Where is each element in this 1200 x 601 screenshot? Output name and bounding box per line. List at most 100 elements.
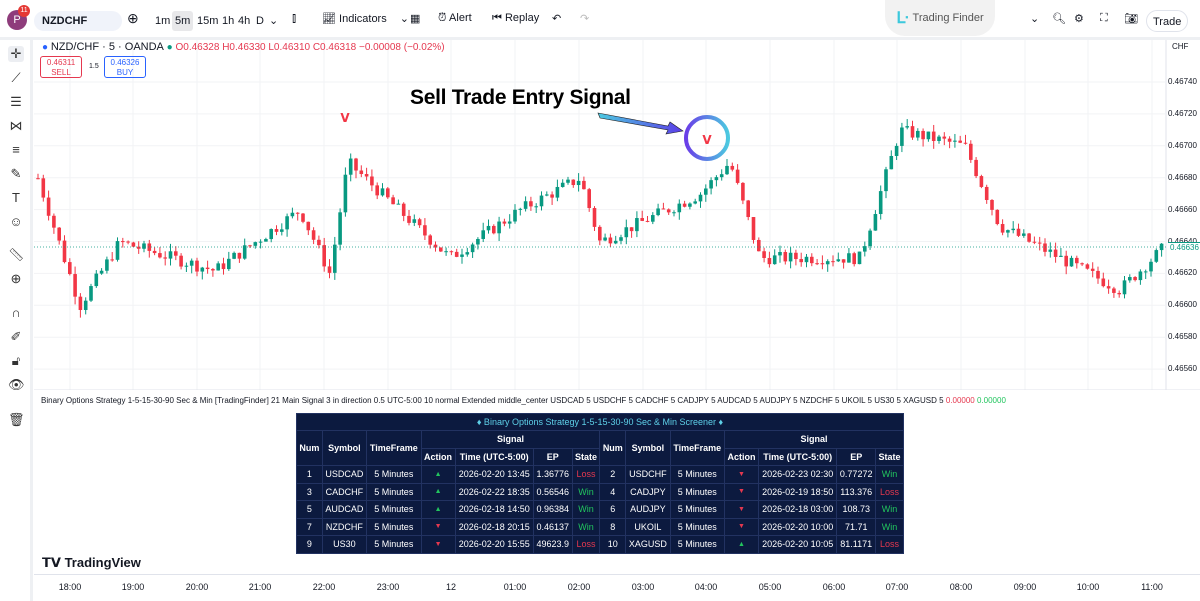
brush-icon[interactable]: ✎ [10, 166, 22, 181]
cell-time: 2026-02-19 18:50 [757, 482, 838, 501]
timeframe-4h[interactable]: 4h [238, 15, 251, 27]
add-symbol-icon[interactable]: ⊕ [127, 10, 139, 26]
candle-body [672, 212, 676, 214]
candle-body [831, 261, 835, 263]
candle-body [1080, 263, 1084, 265]
candle-body [131, 242, 136, 247]
emoji-icon[interactable]: ☺ [9, 214, 23, 229]
alert-button[interactable]: ⏰︎ Alert [438, 12, 472, 25]
candle-body [746, 200, 750, 218]
candle-body [454, 251, 459, 257]
cell-ep: 0.46137 [532, 517, 573, 536]
time-tick: 22:00 [312, 582, 336, 592]
fullscreen-icon[interactable]: ⛶ [1100, 12, 1108, 24]
candle-body [640, 218, 644, 221]
candle-body [942, 136, 947, 139]
forecast-icon[interactable]: ≡ [12, 142, 20, 157]
cell-action: ▲ [723, 535, 759, 554]
cell-ep: 49623.9 [532, 535, 573, 554]
candle-body [221, 263, 226, 270]
candle-body [205, 267, 210, 270]
price-chart[interactable]: VV [34, 40, 1200, 390]
fib-icon[interactable]: ☰ [10, 94, 22, 109]
time-tick: 02:00 [567, 582, 591, 592]
timeframe-5m[interactable]: 5m [172, 11, 194, 31]
zoom-in-icon[interactable]: ⊕ [10, 271, 22, 286]
cell-timeframe: 5 Minutes [669, 535, 725, 554]
text-icon[interactable]: T [12, 190, 20, 205]
candle-body [518, 208, 523, 210]
cell-time: 2026-02-18 14:50 [454, 500, 534, 519]
tradingview-watermark: 𝗧𝗩 TradingView [42, 555, 141, 571]
candle-body [89, 286, 93, 301]
camera-icon[interactable]: 📷︎ [1124, 13, 1138, 25]
candle-body [931, 131, 936, 141]
timeframe-D[interactable]: D [256, 15, 264, 27]
layout-icon[interactable]: ▦ [410, 13, 421, 25]
lock-drawing-icon[interactable]: ✐ [10, 329, 22, 344]
candle-body [1159, 243, 1164, 251]
replay-button[interactable]: ⏮︎ Replay [492, 12, 539, 25]
cell-num: 10 [599, 535, 627, 554]
candle-body [110, 259, 114, 261]
indicator-text: Binary Options Strategy 1-5-15-30-90 Sec… [41, 396, 944, 405]
cell-action: ▼ [420, 535, 456, 554]
magnet-icon[interactable]: ∩ [11, 305, 21, 320]
timeframe-1h[interactable]: 1h [222, 15, 235, 27]
candle-body [550, 194, 554, 198]
crosshair-icon[interactable]: ✛ [8, 46, 24, 62]
candle-body [1048, 249, 1053, 252]
undo-icon[interactable]: ↶ [552, 13, 562, 25]
top-toolbar: P 11 NZDCHF ⊕ 1m 5m 15m 1h 4h D ⌄ ⫾ 📈︎ Indicat… [0, 0, 1200, 40]
timeframe-15m[interactable]: 15m [197, 15, 219, 27]
candle-body [868, 230, 872, 247]
time-tick: 23:00 [376, 582, 400, 592]
buy-button[interactable]: 0.46326 BUY [104, 56, 146, 78]
candle-body [852, 253, 856, 265]
candle-body [476, 238, 480, 245]
unlock-icon[interactable]: 🔓︎ [11, 353, 21, 368]
time-tick: 04:00 [694, 582, 718, 592]
candle-body [73, 274, 77, 297]
time-tick: 03:00 [631, 582, 655, 592]
cell-state: Loss [875, 482, 904, 501]
indicators-button[interactable]: 📈︎ Indicators ⌄ [322, 12, 409, 25]
symbol-search[interactable]: NZDCHF [34, 11, 122, 31]
currency-selector[interactable]: CHF [1172, 42, 1189, 51]
candle-body [1075, 257, 1079, 264]
replay-icon: ⏮︎ [492, 12, 502, 24]
candles-icon[interactable]: ⫾ [292, 10, 297, 25]
candle-body [83, 300, 88, 311]
candle-body [958, 140, 962, 143]
cell-ep: 0.56546 [532, 482, 573, 501]
trendline-icon[interactable]: ⟋ [11, 70, 21, 85]
candle-body [136, 246, 141, 249]
candle-body [661, 208, 666, 210]
candle-body [41, 178, 46, 198]
time-axis[interactable]: 18:00 19:00 20:00 21:00 22:00 23:00 12 01:00 02:… [34, 574, 1200, 601]
quick-search-icon[interactable]: 🔍︎ [1052, 13, 1066, 25]
candle-body [184, 265, 189, 267]
candle-body [979, 176, 984, 187]
candle-body [751, 217, 756, 240]
cell-timeframe: 5 Minutes [366, 482, 422, 501]
candle-body [1064, 255, 1068, 267]
cell-symbol: US30 [321, 535, 368, 554]
pattern-icon[interactable]: ⋈ [9, 118, 23, 133]
trade-button[interactable]: Trade [1146, 10, 1189, 32]
sell-button[interactable]: 0.46311 SELL [40, 56, 82, 78]
candle-body [656, 208, 660, 216]
candle-body [555, 186, 560, 198]
candle-body [317, 239, 321, 246]
alert-label: Alert [449, 12, 472, 24]
candle-body [46, 197, 51, 216]
redo-icon[interactable]: ↷ [580, 13, 590, 25]
trash-icon[interactable]: 🗑︎ [8, 412, 25, 427]
chevron-down-icon[interactable]: ⌄ [1030, 13, 1040, 25]
ruler-icon[interactable]: 📏︎ [8, 247, 25, 262]
timeframe-dropdown-icon[interactable]: ⌄ [269, 15, 279, 27]
eye-icon[interactable]: 👁︎ [8, 377, 25, 392]
candle-body [423, 225, 427, 236]
settings-icon[interactable]: ⚙ [1074, 13, 1084, 25]
timeframe-1m[interactable]: 1m [155, 15, 171, 27]
